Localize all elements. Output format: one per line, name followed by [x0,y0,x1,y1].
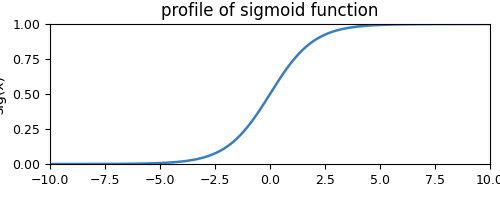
Title: profile of sigmoid function: profile of sigmoid function [162,2,378,20]
Y-axis label: sig(x): sig(x) [0,74,6,114]
